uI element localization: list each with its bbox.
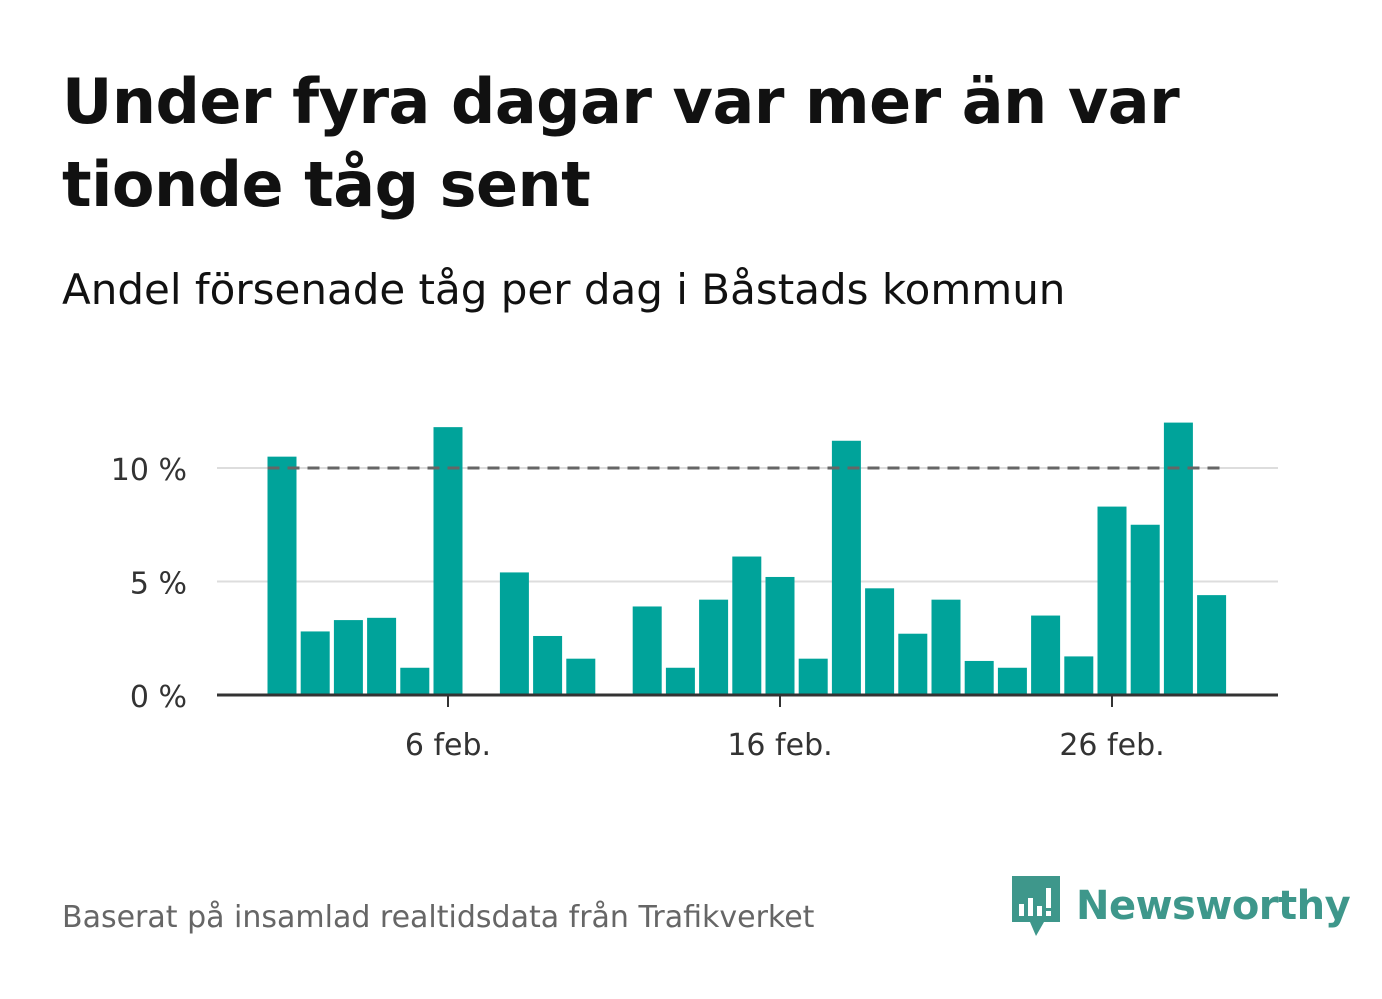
bar [267,456,297,695]
newsworthy-logo: Newsworthy [1010,874,1351,938]
bar [1064,656,1094,695]
x-tick-label: 26 feb. [1059,728,1164,763]
y-tick-label: 0 % [130,680,187,715]
bar [1163,422,1193,695]
x-tick-label: 6 feb. [405,728,491,763]
bar [333,620,363,695]
bar-chart: 0 % 5 % 10 % 6 feb. 16 feb. 26 feb. [111,422,1278,763]
chart-subtitle: Andel försenade tåg per dag i Båstads ko… [62,265,1066,314]
bar [765,576,795,695]
bar [931,599,961,695]
newsworthy-bar-speech-icon [1012,876,1060,936]
bar [566,658,596,695]
bar [997,667,1027,695]
bar [1031,615,1061,695]
bar [1097,506,1127,695]
bar [367,617,397,695]
bar [898,633,928,695]
bar [732,556,762,695]
bar [665,667,695,695]
x-tick-label: 16 feb. [727,728,832,763]
bar [964,660,994,695]
bar [1197,595,1227,695]
bar [1130,524,1160,695]
bar [831,440,861,695]
bar [300,631,330,695]
bar [533,635,563,695]
bar [798,658,828,695]
source-note: Baserat på insamlad realtidsdata från Tr… [62,900,815,935]
bar [499,572,529,695]
bar [433,427,463,695]
y-tick-label: 5 % [130,567,187,602]
bar [400,667,430,695]
bar [699,599,729,695]
chart-title: Under fyra dagar var mer än var tionde t… [62,65,1180,221]
logo-text: Newsworthy [1076,883,1351,929]
bar [632,606,662,695]
y-tick-label: 10 % [111,453,187,488]
bar [865,588,895,695]
